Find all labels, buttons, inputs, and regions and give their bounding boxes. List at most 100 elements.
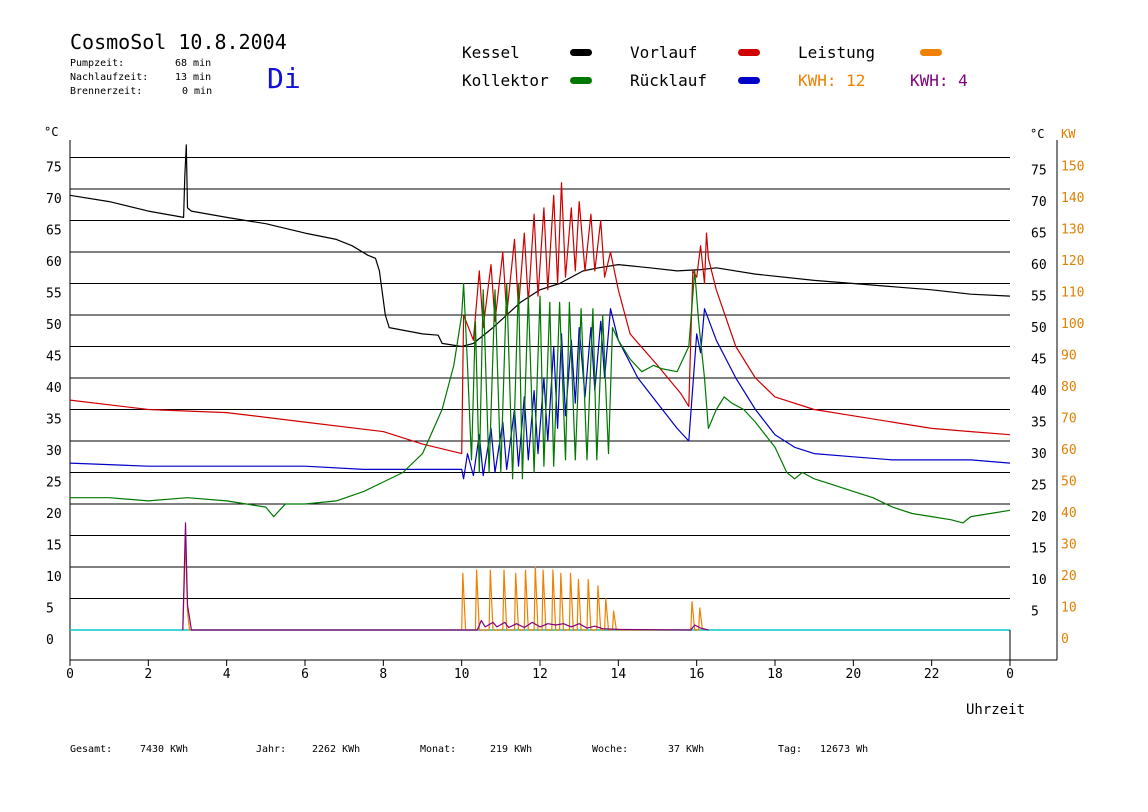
info-label-brennerzeit: Brennerzeit:	[70, 86, 143, 97]
kw-tick-70: 70	[1061, 412, 1077, 427]
y-tick-right-45: 45	[1031, 353, 1047, 368]
legend-ruecklauf: Rücklauf	[630, 71, 708, 90]
footer-label-woche: Woche:	[592, 744, 629, 755]
y-tick-right-30: 30	[1031, 447, 1047, 462]
y-tick-left-50: 50	[46, 318, 62, 333]
y-tick-right-20: 20	[1031, 510, 1047, 525]
y-tick-left-45: 45	[46, 350, 62, 365]
legend-kessel-swatch	[570, 49, 592, 56]
x-tick-1: 2	[144, 667, 152, 682]
series-vorlauf	[69, 182, 1011, 455]
kw-tick-20: 20	[1061, 569, 1077, 584]
x-tick-11: 22	[924, 667, 940, 682]
y-tick-left-30: 30	[46, 444, 62, 459]
series-kessel	[69, 144, 1011, 348]
legend-leistung-swatch	[920, 49, 942, 56]
y-tick-right-10: 10	[1031, 573, 1047, 588]
x-tick-0: 0	[66, 667, 74, 682]
unit-right-kw: KW	[1061, 127, 1076, 141]
y-tick-left-65: 65	[46, 224, 62, 239]
series-kwh2	[182, 522, 709, 631]
kw-tick-60: 60	[1061, 443, 1077, 458]
kw-tick-120: 120	[1061, 254, 1084, 269]
y-tick-right-70: 70	[1031, 195, 1047, 210]
info-label-nachlaufzeit: Nachlaufzeit:	[70, 72, 149, 83]
footer-label-jahr: Jahr:	[256, 744, 287, 755]
legend-ruecklauf-swatch	[738, 77, 760, 84]
legend-vorlauf-swatch	[738, 49, 760, 56]
series-kollektor	[70, 270, 1011, 524]
legend-vorlauf: Vorlauf	[630, 43, 698, 62]
x-tick-12: 0	[1006, 667, 1014, 682]
kw-tick-150: 150	[1061, 160, 1084, 175]
y-tick-left-40: 40	[46, 381, 62, 396]
series-ruecklauf	[69, 308, 1011, 480]
y-tick-right-5: 5	[1031, 605, 1039, 620]
y-tick-left-75: 75	[46, 161, 62, 176]
kw-tick-130: 130	[1061, 223, 1084, 238]
x-tick-10: 20	[846, 667, 862, 682]
y-tick-left-35: 35	[46, 413, 62, 428]
kw-tick-90: 90	[1061, 349, 1077, 364]
footer-value-gesamt: 7430 KWh	[140, 744, 189, 755]
x-axis-label: Uhrzeit	[966, 702, 1026, 718]
legend-leistung: Leistung	[798, 43, 876, 62]
footer-value-jahr: 2262 KWh	[312, 744, 361, 755]
kw-tick-100: 100	[1061, 317, 1084, 332]
y-tick-right-25: 25	[1031, 479, 1047, 494]
footer-label-tag: Tag:	[778, 744, 803, 755]
y-tick-right-75: 75	[1031, 164, 1047, 179]
kw-tick-30: 30	[1061, 538, 1077, 553]
chart-title: CosmoSol 10.8.2004	[70, 30, 287, 54]
legend-kwh-1: KWH: 12	[798, 71, 866, 90]
x-tick-7: 14	[611, 667, 627, 682]
x-tick-3: 6	[301, 667, 309, 682]
footer-value-monat: 219 KWh	[490, 744, 533, 755]
kw-tick-50: 50	[1061, 475, 1077, 490]
y-tick-left-25: 25	[46, 476, 62, 491]
kw-tick-40: 40	[1061, 506, 1077, 521]
x-tick-4: 8	[379, 667, 387, 682]
legend-kessel: Kessel	[462, 43, 520, 62]
x-tick-9: 18	[767, 667, 783, 682]
y-tick-right-35: 35	[1031, 416, 1047, 431]
y-tick-left-15: 15	[46, 539, 62, 554]
y-tick-left-0: 0	[46, 633, 54, 648]
kw-tick-0: 0	[1061, 632, 1069, 647]
x-tick-5: 10	[454, 667, 470, 682]
legend-kollektor: Kollektor	[462, 71, 549, 90]
y-tick-right-50: 50	[1031, 321, 1047, 336]
footer-value-woche: 37 KWh	[668, 744, 705, 755]
footer-label-gesamt: Gesamt:	[70, 744, 113, 755]
x-tick-8: 16	[689, 667, 705, 682]
y-tick-right-65: 65	[1031, 227, 1047, 242]
legend-kollektor-swatch	[570, 77, 592, 84]
kw-tick-10: 10	[1061, 601, 1077, 616]
y-tick-right-55: 55	[1031, 290, 1047, 305]
y-tick-right-60: 60	[1031, 258, 1047, 273]
y-tick-left-20: 20	[46, 507, 62, 522]
y-tick-left-60: 60	[46, 255, 62, 270]
y-tick-left-10: 10	[46, 570, 62, 585]
y-tick-right-40: 40	[1031, 384, 1047, 399]
footer-value-tag: 12673 Wh	[820, 744, 869, 755]
chart-series	[69, 144, 1011, 631]
y-tick-left-70: 70	[46, 192, 62, 207]
legend-kwh-2: KWH: 4	[910, 71, 968, 90]
series-leistung	[182, 534, 704, 631]
info-value-pumpzeit: 68 min	[175, 58, 212, 69]
y-tick-left-55: 55	[46, 287, 62, 302]
kw-tick-140: 140	[1061, 191, 1084, 206]
weekday-label: Di	[267, 62, 301, 95]
info-value-brennerzeit: 0 min	[182, 86, 213, 97]
info-label-pumpzeit: Pumpzeit:	[70, 58, 125, 69]
unit-right-c: °C	[1030, 127, 1044, 141]
y-tick-right-15: 15	[1031, 542, 1047, 557]
kw-tick-80: 80	[1061, 380, 1077, 395]
y-tick-left-5: 5	[46, 602, 54, 617]
footer-label-monat: Monat:	[420, 744, 457, 755]
x-tick-6: 12	[532, 667, 548, 682]
kw-tick-110: 110	[1061, 286, 1084, 301]
